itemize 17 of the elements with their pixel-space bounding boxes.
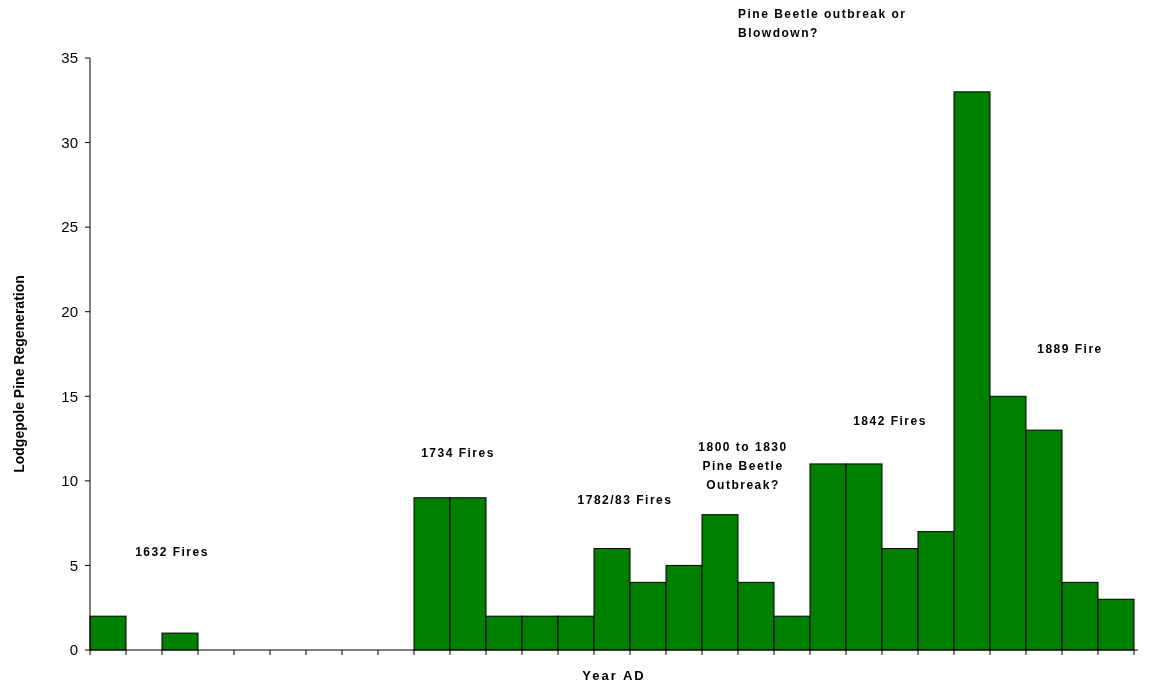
annotation: 1734 Fires: [421, 446, 495, 460]
y-tick-label: 5: [69, 556, 78, 574]
annotation: 1782/83 Fires: [577, 493, 673, 507]
annotation: 1800 to 1830 Pine Beetle Outbreak?: [698, 440, 788, 492]
y-tick-label: 35: [61, 49, 78, 67]
y-tick-label: 0: [69, 641, 78, 659]
y-tick-label: 30: [61, 133, 78, 151]
y-tick-label: 15: [61, 387, 78, 405]
y-axis-title: Lodgepole Pine Regeneration: [11, 275, 27, 473]
annotation: 1632 Fires: [135, 545, 209, 559]
y-tick-label: 20: [61, 302, 78, 320]
text: Pine Beetle outbreak or Blowdown?: [738, 7, 907, 40]
y-tick-label: 25: [61, 218, 78, 236]
annotation: 1889 Fire: [1037, 342, 1103, 356]
x-axis-title: Year AD: [582, 668, 646, 683]
y-tick-label: 10: [61, 472, 78, 490]
annotation: 1842 Fires: [853, 414, 927, 428]
